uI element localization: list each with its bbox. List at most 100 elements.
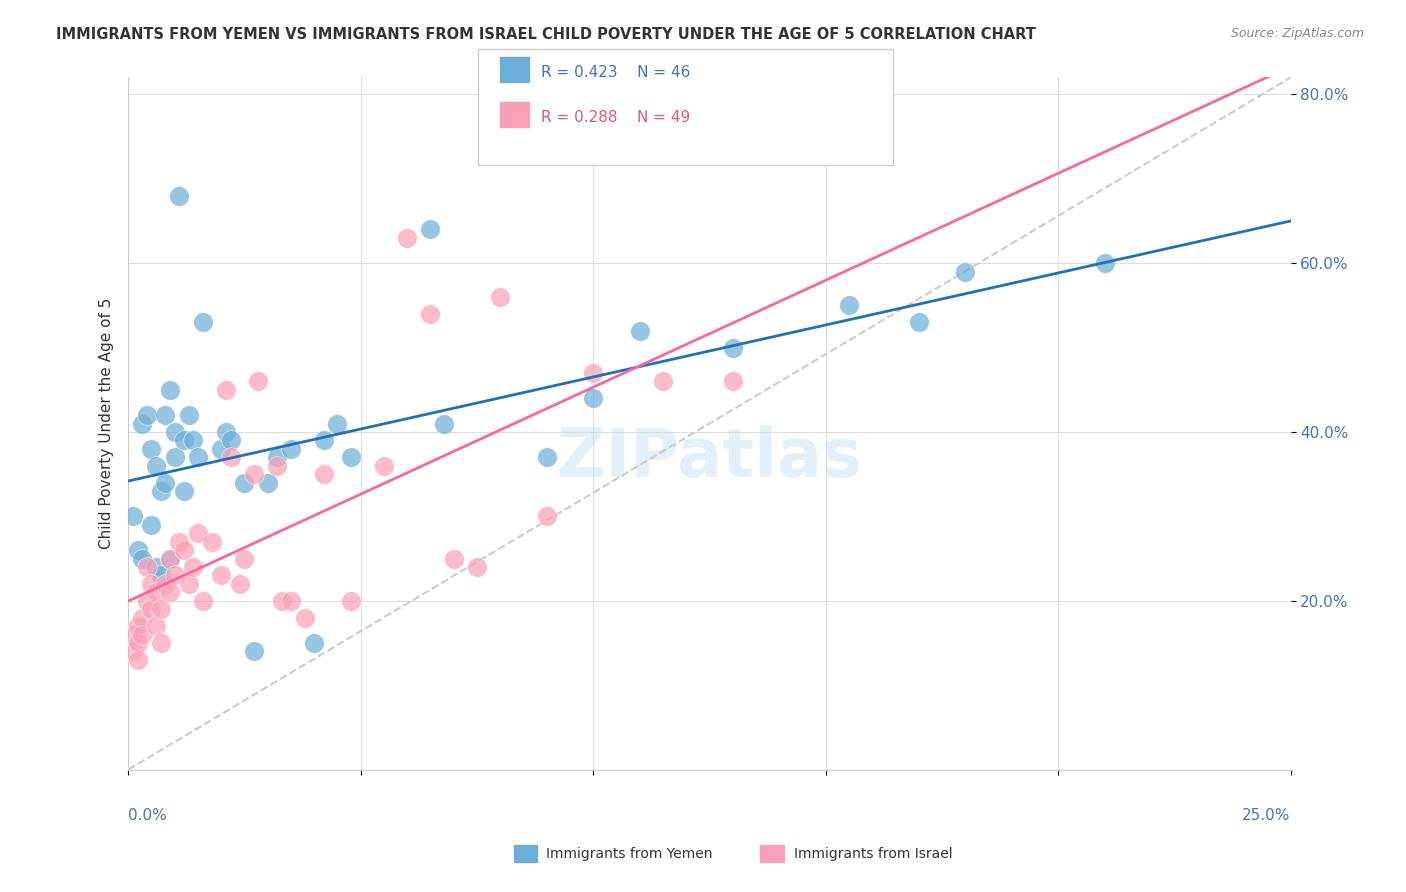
Point [131,551,153,566]
Point [135,560,157,574]
Point [266,458,288,473]
Point [131,627,153,641]
Point [628,324,651,338]
Point [312,467,335,482]
Point [201,534,224,549]
Point [266,450,288,465]
Point [122,644,145,658]
Text: IMMIGRANTS FROM YEMEN VS IMMIGRANTS FROM ISRAEL CHILD POVERTY UNDER THE AGE OF 5: IMMIGRANTS FROM YEMEN VS IMMIGRANTS FROM… [56,27,1036,42]
Point [209,568,232,582]
Text: 25.0%: 25.0% [1243,808,1291,823]
Text: ZIPatlas: ZIPatlas [557,425,862,491]
Text: Immigrants from Israel: Immigrants from Israel [794,847,953,861]
Point [149,636,172,650]
Y-axis label: Child Poverty Under the Age of 5: Child Poverty Under the Age of 5 [100,298,114,549]
Point [169,188,191,202]
Point [159,585,181,599]
Point [209,442,232,456]
Point [838,298,860,312]
Point [155,408,177,422]
Point [294,610,316,624]
Point [373,458,395,473]
Point [141,517,163,532]
Point [159,551,181,566]
Point [159,383,181,397]
Point [127,619,149,633]
Point [149,602,172,616]
Point [155,577,177,591]
Point [229,577,252,591]
Point [582,391,605,405]
Point [141,442,163,456]
Point [396,231,419,245]
Point [177,408,200,422]
Point [340,594,363,608]
Point [163,425,186,439]
Point [953,264,976,278]
Point [242,467,264,482]
Point [489,290,512,304]
Point [183,560,205,574]
Point [219,434,242,448]
Point [145,560,167,574]
Point [215,425,238,439]
Point [536,509,558,524]
Point [173,483,195,498]
Point [582,366,605,380]
Point [163,568,186,582]
Point [219,450,242,465]
Point [127,653,149,667]
Point [191,315,214,329]
Text: Immigrants from Yemen: Immigrants from Yemen [546,847,711,861]
Point [187,526,209,541]
Text: Source: ZipAtlas.com: Source: ZipAtlas.com [1230,27,1364,40]
Point [280,442,302,456]
Point [907,315,929,329]
Point [122,627,145,641]
Point [187,450,209,465]
Point [155,475,177,490]
Point [256,475,278,490]
Text: R = 0.423    N = 46: R = 0.423 N = 46 [541,65,690,80]
Point [149,568,172,582]
Point [122,509,145,524]
Text: 0.0%: 0.0% [128,808,167,823]
Point [191,594,214,608]
Point [419,222,441,236]
Point [302,636,325,650]
Point [233,551,256,566]
Point [159,551,181,566]
Point [247,374,270,388]
Point [145,458,167,473]
Point [233,475,256,490]
Point [145,585,167,599]
Point [183,434,205,448]
Point [149,483,172,498]
Point [169,534,191,549]
Point [173,543,195,558]
Point [652,374,675,388]
Point [280,594,302,608]
Point [145,619,167,633]
Point [173,434,195,448]
Point [1094,256,1116,270]
Point [215,383,238,397]
Point [270,594,292,608]
Point [326,417,349,431]
Point [465,560,488,574]
Point [131,610,153,624]
Point [536,450,558,465]
Point [721,374,744,388]
Point [141,602,163,616]
Point [141,577,163,591]
Point [127,636,149,650]
Point [242,644,264,658]
Point [312,434,335,448]
Point [443,551,465,566]
Text: R = 0.288    N = 49: R = 0.288 N = 49 [541,110,690,125]
Point [419,307,441,321]
Point [127,543,149,558]
Point [135,408,157,422]
Point [131,417,153,431]
Point [340,450,363,465]
